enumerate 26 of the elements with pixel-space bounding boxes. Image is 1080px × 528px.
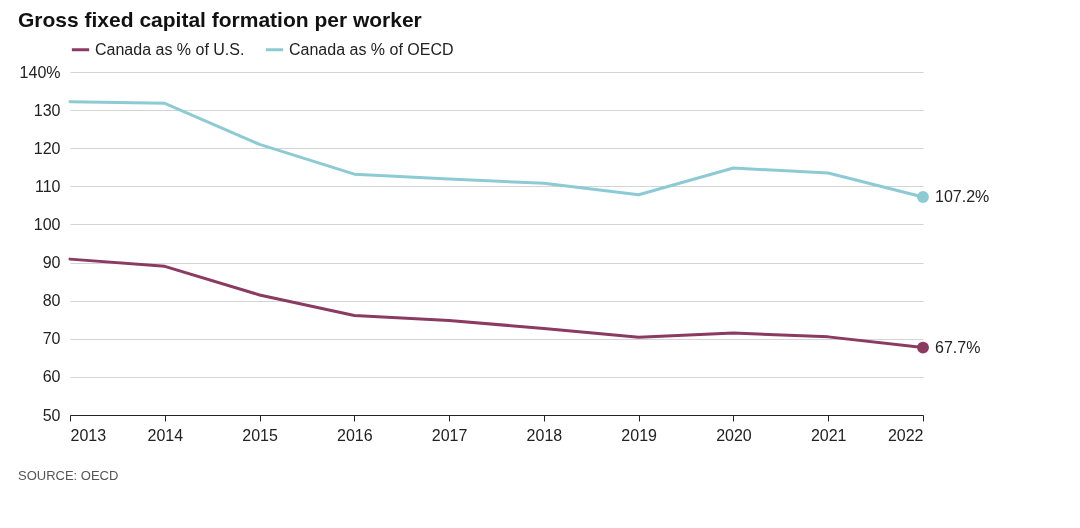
x-tick-label: 2020 [716, 426, 752, 444]
legend-label: Canada as % of OECD [289, 40, 454, 58]
y-tick-label: 130 [33, 101, 61, 119]
chart-title: Gross fixed capital formation per worker [18, 8, 422, 31]
x-tick-label: 2016 [337, 426, 373, 444]
x-tick-label: 2022 [887, 426, 924, 444]
x-tick-label: 2014 [147, 426, 184, 444]
legend-label: Canada as % of U.S. [95, 40, 245, 58]
x-tick-label: 2013 [70, 426, 107, 444]
y-tick-label: 80 [42, 292, 61, 310]
y-tick-label: 110 [34, 177, 61, 195]
data-label: 107.2% [935, 188, 990, 205]
x-tick-label: 2015 [242, 426, 278, 444]
data-label: 67.7% [935, 338, 981, 356]
y-tick-label: 100 [33, 215, 61, 233]
x-tick-label: 2018 [526, 426, 563, 444]
y-tick-label: 90 [42, 254, 61, 272]
y-tick-label: 60 [42, 368, 61, 386]
y-tick-label: 140% [19, 63, 61, 81]
y-tick-label: 120 [33, 139, 61, 157]
source-note: SOURCE: OECD [18, 468, 119, 483]
x-tick-label: 2021 [810, 426, 847, 444]
x-tick-label: 2019 [621, 426, 658, 444]
x-tick-label: 2017 [431, 426, 468, 444]
y-tick-label: 50 [42, 406, 61, 424]
y-tick-label: 70 [42, 330, 61, 348]
